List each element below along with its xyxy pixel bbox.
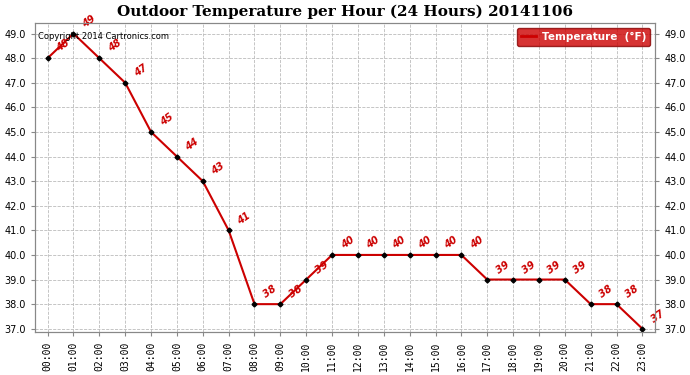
Text: 47: 47 — [132, 63, 149, 79]
Legend: Temperature  (°F): Temperature (°F) — [517, 28, 650, 46]
Text: 40: 40 — [442, 235, 460, 251]
Text: 39: 39 — [494, 260, 511, 275]
Text: 39: 39 — [520, 260, 537, 275]
Text: 40: 40 — [365, 235, 382, 251]
Text: Copyright 2014 Cartronics.com: Copyright 2014 Cartronics.com — [38, 32, 169, 41]
Text: 40: 40 — [417, 235, 433, 251]
Text: 45: 45 — [158, 112, 175, 128]
Text: 48: 48 — [106, 38, 123, 54]
Text: 38: 38 — [624, 284, 640, 300]
Text: 39: 39 — [313, 260, 330, 275]
Text: 39: 39 — [546, 260, 562, 275]
Text: 41: 41 — [235, 210, 253, 226]
Text: 39: 39 — [572, 260, 589, 275]
Title: Outdoor Temperature per Hour (24 Hours) 20141106: Outdoor Temperature per Hour (24 Hours) … — [117, 4, 573, 18]
Text: 49: 49 — [81, 13, 97, 29]
Text: 38: 38 — [262, 284, 278, 300]
Text: 37: 37 — [649, 309, 666, 325]
Text: 38: 38 — [287, 284, 304, 300]
Text: 44: 44 — [184, 136, 201, 152]
Text: 43: 43 — [210, 161, 226, 177]
Text: 48: 48 — [55, 38, 71, 54]
Text: 40: 40 — [339, 235, 356, 251]
Text: 40: 40 — [391, 235, 408, 251]
Text: 38: 38 — [598, 284, 614, 300]
Text: 40: 40 — [469, 235, 485, 251]
